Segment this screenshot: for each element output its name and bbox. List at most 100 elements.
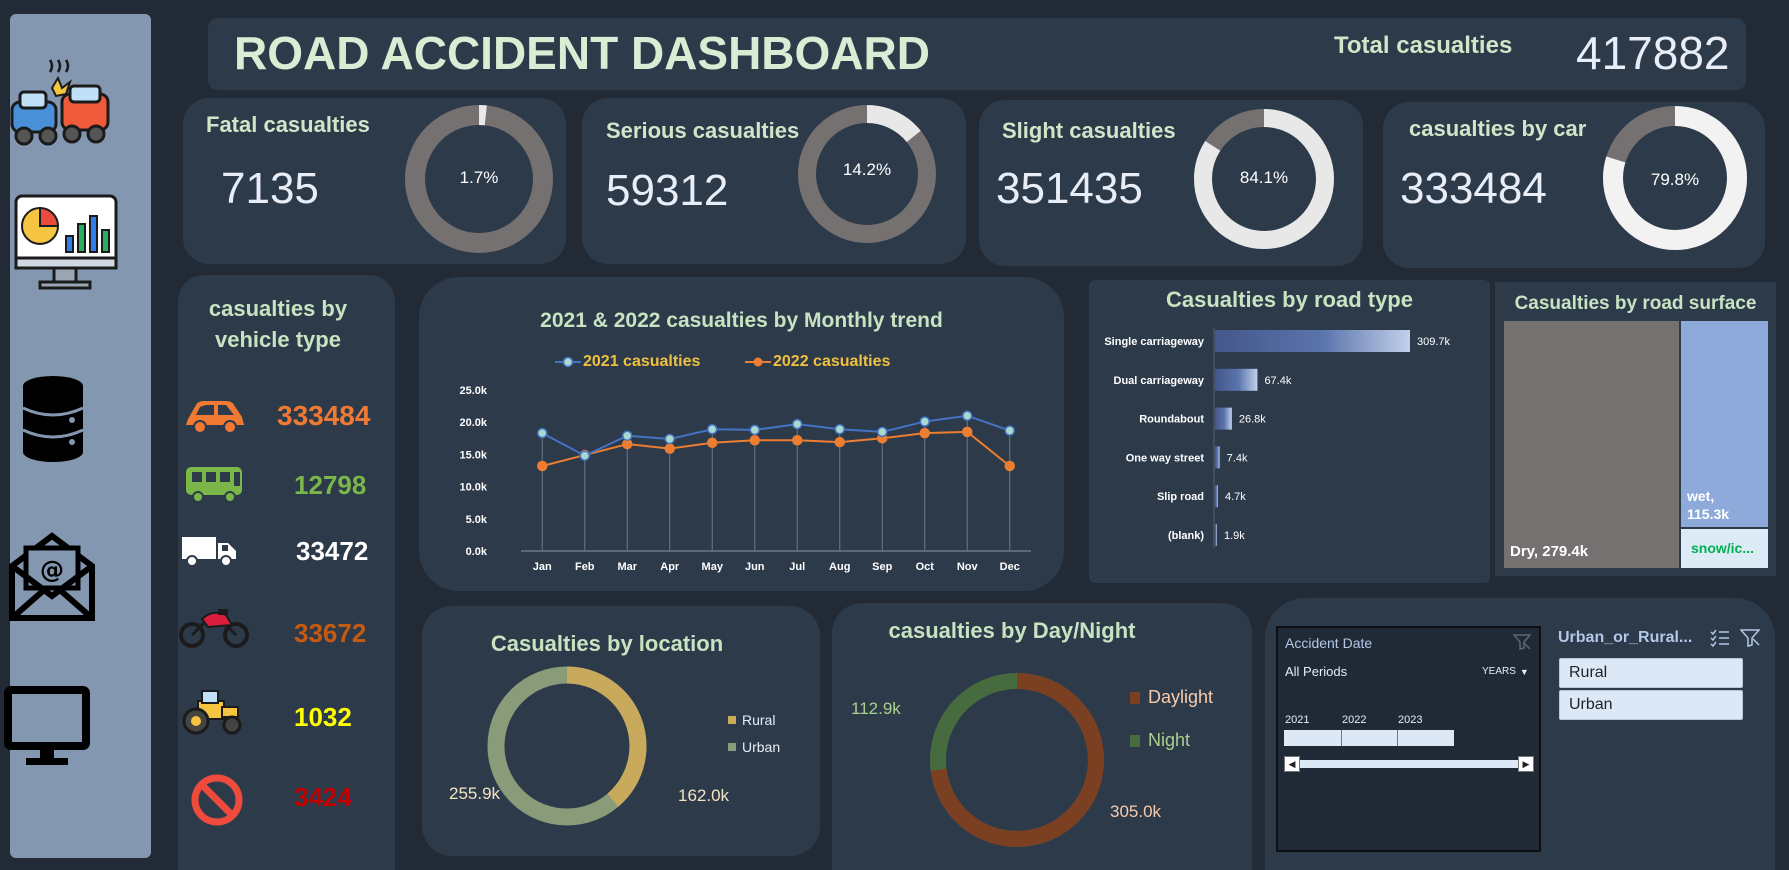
bus-icon — [186, 467, 242, 503]
treemap-dry[interactable]: Dry, 279.4k — [1504, 321, 1679, 568]
scroll-right-button[interactable]: ▶ — [1518, 756, 1534, 772]
y-tick-label: 15.0k — [459, 449, 487, 461]
filter-option-rural[interactable]: Rural — [1559, 658, 1743, 688]
road-surface-panel: Casualties by road surface Dry, 279.4k w… — [1495, 282, 1776, 576]
day-night-value-daylight: 305.0k — [1110, 802, 1162, 821]
data-point[interactable] — [664, 443, 675, 454]
data-point[interactable] — [1004, 460, 1015, 472]
data-point[interactable] — [622, 430, 633, 441]
monthly-trend-title: 2021 & 2022 casualties by Monthly trend — [540, 309, 943, 332]
treemap-snow[interactable]: snow/ic... — [1681, 529, 1768, 568]
y-tick-label: 5.0k — [466, 514, 488, 526]
data-point[interactable] — [962, 426, 973, 438]
data-point[interactable] — [537, 460, 548, 472]
bar[interactable] — [1215, 524, 1217, 546]
monitor-icon[interactable] — [0, 682, 96, 772]
donut-segment[interactable] — [1603, 106, 1747, 250]
bar[interactable] — [1215, 446, 1220, 469]
car-icon — [186, 401, 244, 434]
bar[interactable] — [1215, 368, 1258, 391]
kpi-donut — [798, 105, 936, 243]
vehicle-type-title: casualties by vehicle type — [208, 296, 348, 352]
tractor-icon — [182, 690, 242, 735]
database-icon[interactable] — [18, 374, 88, 464]
treemap-wet-label: wet, 115.3k — [1687, 488, 1730, 522]
kpi-card-slight: Slight casualties 351435 84.1% — [979, 100, 1363, 266]
legend-night-label: Night — [1148, 730, 1191, 750]
email-icon[interactable]: @ — [4, 524, 100, 624]
granularity-dropdown[interactable]: YEARS ▼ — [1482, 666, 1529, 677]
bar[interactable] — [1215, 330, 1410, 352]
kpi-card-serious: Serious casualties 59312 14.2% — [582, 98, 966, 264]
data-point[interactable] — [707, 424, 718, 435]
location-title: Casualties by location — [490, 631, 724, 656]
data-point[interactable] — [962, 410, 973, 422]
donut-segment[interactable] — [405, 105, 553, 253]
y-tick-label: 0.0k — [466, 546, 488, 558]
location-value-urban: 255.9k — [449, 784, 501, 803]
data-point[interactable] — [664, 433, 675, 445]
bar-value-label: 26.8k — [1239, 414, 1266, 426]
timeline-scrollbar[interactable]: ◀ ▶ — [1284, 756, 1534, 772]
truck-icon — [182, 537, 236, 567]
donut-segment[interactable] — [1194, 109, 1334, 249]
donut-segment[interactable] — [798, 105, 936, 243]
location-value-rural: 162.0k — [678, 786, 730, 805]
timeline-bar[interactable] — [1284, 730, 1454, 746]
svg-text:@: @ — [40, 556, 64, 584]
category-label: Roundabout — [1139, 414, 1204, 426]
multi-select-icon[interactable] — [1710, 629, 1730, 647]
period-label: All Periods — [1285, 664, 1348, 679]
legend-daylight-swatch — [1130, 691, 1140, 704]
x-tick-label: Oct — [916, 561, 935, 573]
bar-value-label: 309.7k — [1417, 336, 1451, 348]
clear-filter-icon[interactable] — [1513, 634, 1531, 650]
data-point[interactable] — [792, 418, 803, 430]
data-point[interactable] — [537, 427, 548, 439]
scroll-left-button[interactable]: ◀ — [1284, 756, 1300, 772]
treemap-wet[interactable]: wet, 115.3k — [1681, 321, 1768, 527]
filter-option-urban[interactable]: Urban — [1559, 690, 1743, 720]
year-2022[interactable]: 2022 — [1342, 714, 1367, 726]
x-tick-label: Dec — [1000, 561, 1020, 573]
data-point[interactable] — [919, 427, 930, 439]
donut-segment[interactable] — [487, 666, 647, 826]
year-2021[interactable]: 2021 — [1285, 714, 1310, 726]
bar-value-label: 4.7k — [1225, 491, 1246, 503]
legend-2021: 2021 casualties — [555, 353, 700, 371]
legend-urban: Urban — [728, 739, 780, 755]
clear-filter-icon[interactable] — [1740, 629, 1760, 647]
urban-rural-title: Urban_or_Rural... — [1558, 629, 1693, 646]
monthly-trend-panel: 2021 & 2022 casualties by Monthly trend … — [419, 277, 1064, 591]
data-point[interactable] — [792, 434, 803, 446]
data-point[interactable] — [749, 424, 760, 436]
day-night-donut — [930, 673, 1104, 847]
legend-night: Night — [1130, 730, 1190, 751]
year-2023[interactable]: 2023 — [1398, 714, 1423, 726]
scroll-track[interactable] — [1300, 760, 1518, 768]
analytics-monitor-icon[interactable] — [8, 186, 120, 298]
road-type-title: Casualties by road type — [1166, 287, 1413, 312]
kpi-percent: 84.1% — [1239, 168, 1289, 187]
data-point[interactable] — [749, 434, 760, 446]
data-point[interactable] — [877, 426, 888, 438]
bar[interactable] — [1215, 407, 1232, 430]
category-label: Slip road — [1157, 491, 1204, 503]
data-point[interactable] — [1004, 425, 1015, 436]
car-crash-icon[interactable] — [4, 44, 116, 156]
vehicle-value-tractor: 1032 — [294, 702, 352, 732]
data-point[interactable] — [919, 416, 930, 427]
legend-daylight-label: Daylight — [1148, 687, 1214, 707]
x-tick-label: May — [702, 561, 724, 573]
donut-segment[interactable] — [930, 673, 1104, 847]
data-point[interactable] — [834, 424, 845, 435]
data-point[interactable] — [707, 437, 718, 449]
granularity-label: YEARS — [1482, 666, 1516, 677]
bar-value-label: 1.9k — [1224, 530, 1245, 542]
category-label: Single carriageway — [1104, 336, 1205, 348]
legend-urban-swatch — [728, 743, 736, 751]
data-point[interactable] — [834, 436, 845, 448]
road-type-panel: Casualties by road type Single carriagew… — [1089, 280, 1490, 583]
bar[interactable] — [1215, 485, 1218, 508]
data-point[interactable] — [579, 450, 590, 461]
